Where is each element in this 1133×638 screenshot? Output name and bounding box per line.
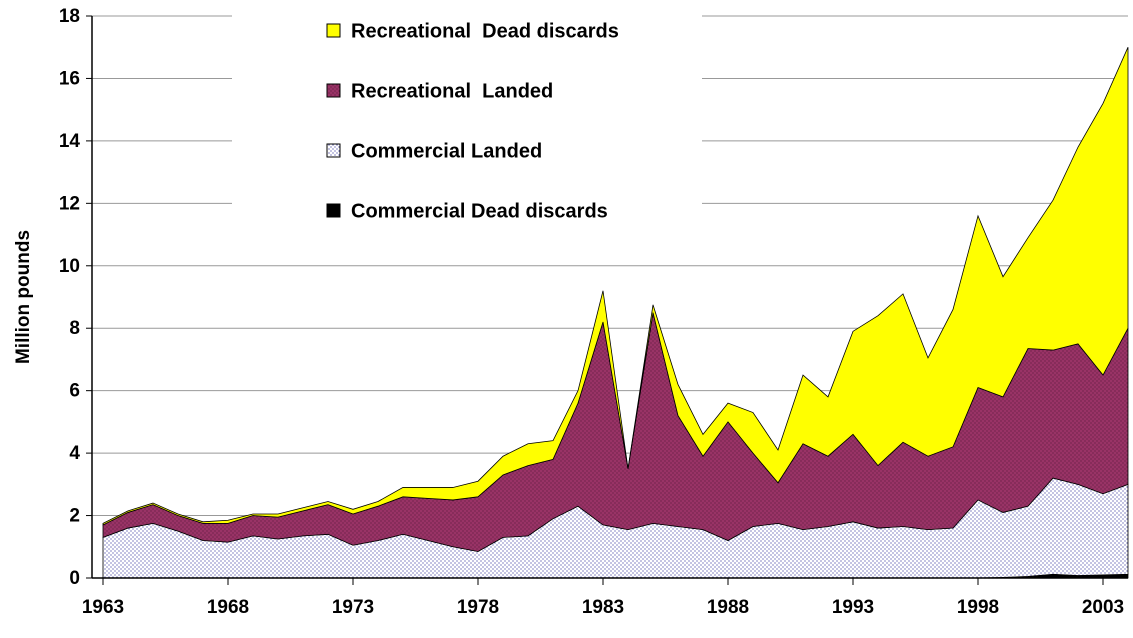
x-tick-label: 1968 xyxy=(207,597,249,618)
x-tick-label: 1988 xyxy=(707,597,749,618)
legend-label: Commercial Dead discards xyxy=(351,200,608,222)
y-tick-label: 18 xyxy=(59,6,80,27)
legend-label: Recreational Dead discards xyxy=(351,20,619,42)
y-tick-label: 2 xyxy=(69,506,80,527)
y-tick-label: 12 xyxy=(59,193,80,214)
legend-label: Recreational Landed xyxy=(351,80,553,102)
x-tick-label: 1983 xyxy=(582,597,624,618)
y-tick-label: 8 xyxy=(69,318,80,339)
y-axis-label: Million pounds xyxy=(13,230,34,364)
x-tick-label: 1963 xyxy=(82,597,124,618)
legend-swatch xyxy=(326,83,341,98)
x-tick-label: 1993 xyxy=(832,597,874,618)
legend-box xyxy=(232,8,702,233)
legend-swatch xyxy=(326,23,341,38)
x-tick-label: 1973 xyxy=(332,597,374,618)
x-tick-label: 1978 xyxy=(457,597,499,618)
y-tick-label: 10 xyxy=(59,256,80,277)
y-tick-label: 16 xyxy=(59,68,80,89)
y-tick-label: 4 xyxy=(69,443,80,464)
y-tick-label: 0 xyxy=(69,568,80,589)
legend-swatch xyxy=(326,143,341,158)
legend-swatch xyxy=(326,203,341,218)
y-tick-label: 14 xyxy=(59,131,81,152)
x-tick-label: 1998 xyxy=(957,597,999,618)
legend-label: Commercial Landed xyxy=(351,140,542,162)
area xyxy=(102,47,1129,526)
x-tick-label: 2003 xyxy=(1082,597,1124,618)
y-tick-label: 6 xyxy=(69,381,80,402)
